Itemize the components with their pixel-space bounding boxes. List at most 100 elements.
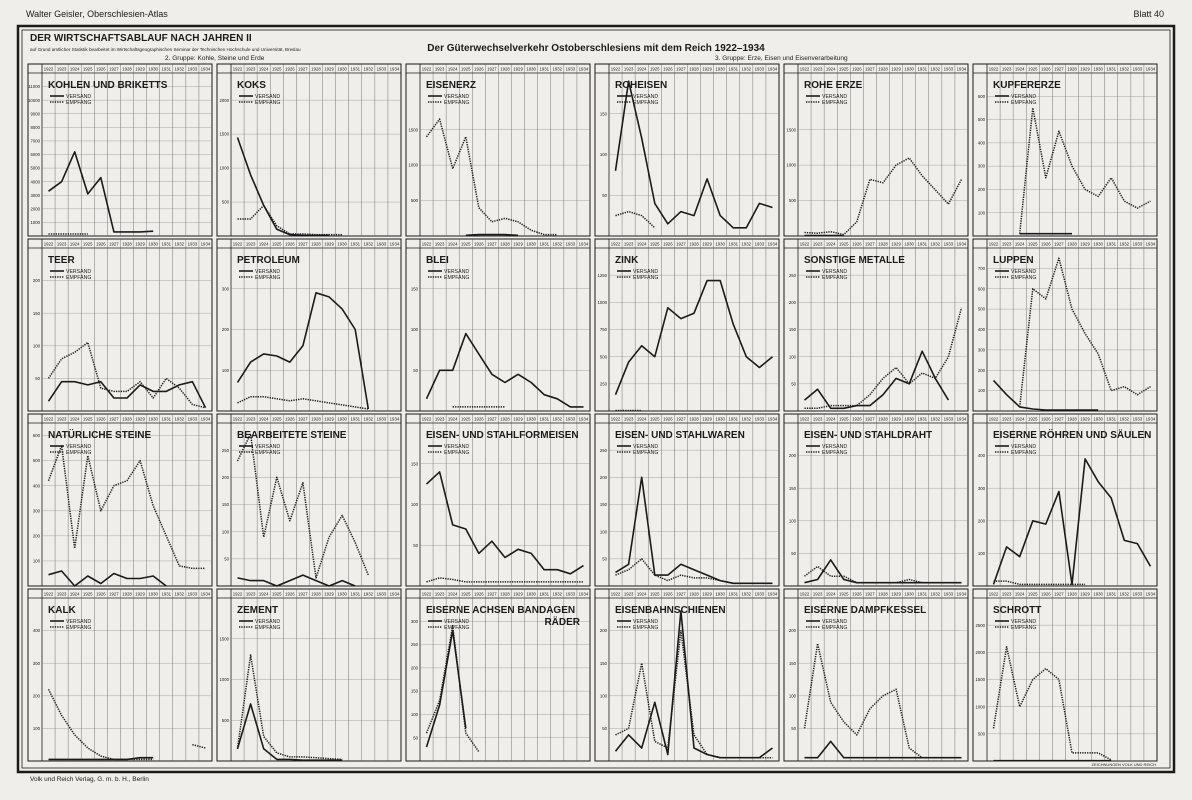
year-label: 1925 xyxy=(272,241,282,246)
year-label: 1925 xyxy=(461,241,471,246)
year-label: 1933 xyxy=(188,416,198,421)
year-label: 1932 xyxy=(553,241,563,246)
year-label: 1922 xyxy=(44,416,54,421)
year-label: 1933 xyxy=(188,591,198,596)
year-label: 1929 xyxy=(1080,591,1090,596)
year-label: 1925 xyxy=(650,66,660,71)
year-label: 1928 xyxy=(311,591,321,596)
panel-title: TEER xyxy=(48,255,75,266)
series-line xyxy=(804,157,963,236)
year-label: 1930 xyxy=(337,416,347,421)
year-label: 1927 xyxy=(298,241,308,246)
main-title: Der Güterwechselverkehr Ostoberschlesien… xyxy=(427,43,765,54)
y-tick-label: 10000 xyxy=(28,98,41,103)
y-tick-label: 300 xyxy=(33,661,41,666)
year-label: 1932 xyxy=(742,416,752,421)
year-label: 1925 xyxy=(1028,241,1038,246)
panel xyxy=(27,588,213,762)
y-tick-label: 150 xyxy=(789,661,797,666)
year-label: 1923 xyxy=(435,66,445,71)
year-label: 1932 xyxy=(553,416,563,421)
year-label: 1934 xyxy=(579,241,589,246)
y-tick-label: 50 xyxy=(224,556,229,561)
year-label: 1931 xyxy=(350,66,360,71)
series-line xyxy=(237,395,369,410)
year-label: 1932 xyxy=(931,416,941,421)
legend-label: EMPFANG xyxy=(255,100,280,106)
year-label: 1925 xyxy=(461,66,471,71)
y-tick-label: 500 xyxy=(222,718,230,723)
year-label: 1926 xyxy=(852,241,862,246)
legend-label: EMPFANG xyxy=(66,450,91,456)
year-label: 1928 xyxy=(1067,66,1077,71)
series-line xyxy=(465,233,519,237)
y-tick-label: 100 xyxy=(33,343,41,348)
y-tick-label: 200 xyxy=(33,693,41,698)
year-label: 1930 xyxy=(904,241,914,246)
y-tick-label: 750 xyxy=(600,327,608,332)
year-label: 1934 xyxy=(201,241,211,246)
year-label: 1934 xyxy=(390,416,400,421)
year-label: 1929 xyxy=(324,66,334,71)
y-tick-label: 50 xyxy=(413,543,418,548)
year-label: 1925 xyxy=(461,591,471,596)
year-label: 1928 xyxy=(500,591,510,596)
year-label: 1928 xyxy=(1067,241,1077,246)
y-tick-label: 200 xyxy=(222,475,230,480)
series-line xyxy=(804,565,962,584)
year-label: 1924 xyxy=(70,241,80,246)
legend-label: VERSAND xyxy=(444,619,469,625)
y-tick-label: 250 xyxy=(222,448,230,453)
year-label: 1923 xyxy=(57,416,67,421)
y-tick-label: 9000 xyxy=(30,111,40,116)
year-label: 1929 xyxy=(324,241,334,246)
series-line xyxy=(992,458,1152,586)
year-label: 1927 xyxy=(676,416,686,421)
y-tick-label: 100 xyxy=(978,210,986,215)
y-tick-label: 150 xyxy=(600,502,608,507)
year-label: 1923 xyxy=(1002,241,1012,246)
series-line xyxy=(425,629,467,748)
year-label: 1926 xyxy=(1041,416,1051,421)
y-tick-label: 1500 xyxy=(219,132,229,137)
year-label: 1926 xyxy=(1041,66,1051,71)
legend-label: VERSAND xyxy=(66,269,91,275)
y-tick-label: 100 xyxy=(222,368,230,373)
y-tick-label: 300 xyxy=(978,347,986,352)
year-label: 1930 xyxy=(337,241,347,246)
year-label: 1931 xyxy=(1106,591,1116,596)
series-line xyxy=(803,350,950,410)
year-label: 1929 xyxy=(891,66,901,71)
year-label: 1925 xyxy=(839,66,849,71)
panel-title: KALK xyxy=(48,605,77,616)
panel-title: KOKS xyxy=(237,80,266,91)
series-line xyxy=(425,625,480,753)
year-label: 1925 xyxy=(461,416,471,421)
series-line xyxy=(803,642,962,759)
year-label: 1926 xyxy=(96,416,106,421)
legend-label: EMPFANG xyxy=(822,625,847,631)
panel-title: EISEN- UND STAHLDRAHT xyxy=(804,430,932,441)
panel-title: KOHLEN UND BRIKETTS xyxy=(48,80,168,91)
y-tick-label: 100 xyxy=(600,529,608,534)
year-label: 1934 xyxy=(579,416,589,421)
year-label: 1933 xyxy=(1133,416,1143,421)
year-label: 1924 xyxy=(826,416,836,421)
section-title: DER WIRTSCHAFTSABLAUF NACH JAHREN II xyxy=(30,33,252,44)
legend-label: VERSAND xyxy=(66,94,91,100)
y-tick-label: 50 xyxy=(413,735,418,740)
y-tick-label: 300 xyxy=(978,164,986,169)
y-tick-label: 400 xyxy=(978,453,986,458)
year-label: 1933 xyxy=(377,66,387,71)
year-label: 1928 xyxy=(122,66,132,71)
legend-label: EMPFANG xyxy=(444,625,469,631)
year-label: 1934 xyxy=(201,591,211,596)
year-label: 1933 xyxy=(377,416,387,421)
year-label: 1930 xyxy=(1093,416,1103,421)
year-label: 1922 xyxy=(800,66,810,71)
y-tick-label: 500 xyxy=(978,307,986,312)
year-label: 1927 xyxy=(298,591,308,596)
y-tick-label: 1500 xyxy=(975,677,985,682)
year-label: 1926 xyxy=(852,591,862,596)
y-tick-label: 1000 xyxy=(597,300,607,305)
